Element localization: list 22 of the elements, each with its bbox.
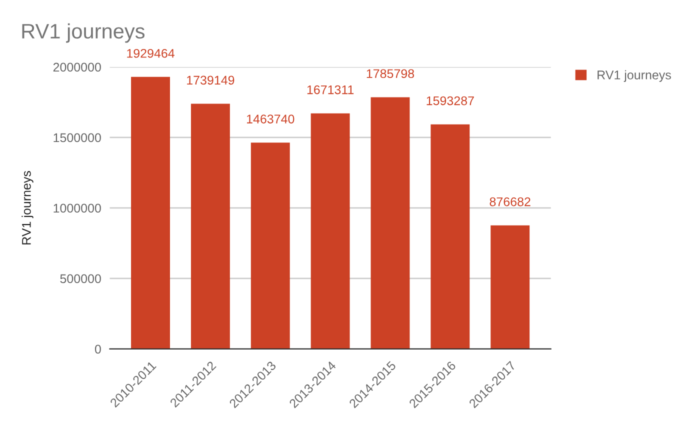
data-label: 1463740 bbox=[247, 114, 294, 124]
y-tick-label: 500000 bbox=[60, 274, 101, 284]
bar bbox=[430, 124, 470, 349]
y-tick-label: 1000000 bbox=[54, 204, 101, 213]
data-label: 876682 bbox=[490, 197, 530, 206]
data-label: 1929464 bbox=[127, 48, 174, 58]
data-label: 1739149 bbox=[187, 76, 234, 85]
data-label: 1671311 bbox=[307, 85, 354, 94]
data-label: 1593287 bbox=[426, 96, 474, 106]
bar bbox=[250, 142, 290, 349]
bar bbox=[310, 113, 350, 349]
bar bbox=[370, 97, 410, 349]
y-tick-label: 1500000 bbox=[54, 133, 101, 142]
bar bbox=[131, 76, 170, 349]
data-label: 1785798 bbox=[366, 69, 414, 78]
chart-title: RV1 journeys bbox=[22, 23, 145, 43]
y-axis-title: RV1 journeys bbox=[22, 171, 34, 244]
legend-label: RV1 journeys bbox=[598, 70, 671, 82]
y-tick-label: 2000000 bbox=[53, 62, 101, 72]
y-tick-label: 0 bbox=[94, 344, 101, 354]
bar bbox=[490, 225, 530, 349]
bar bbox=[190, 104, 230, 349]
